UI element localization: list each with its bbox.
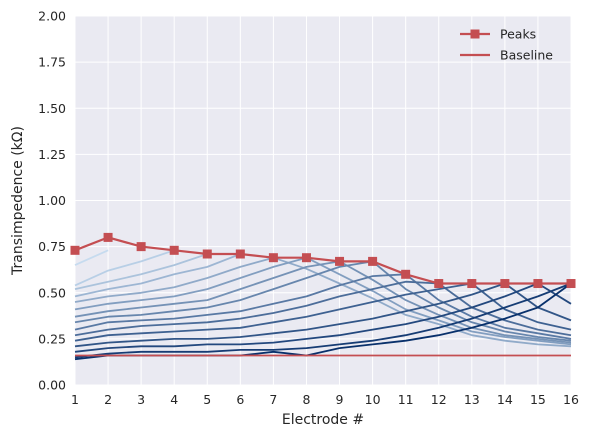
- y-tick-label: 0.25: [38, 331, 66, 346]
- peaks-marker: [136, 242, 146, 252]
- peaks-marker: [434, 279, 444, 289]
- peaks-marker: [103, 232, 113, 242]
- y-tick-label: 1.50: [38, 101, 66, 116]
- x-tick-label: 2: [104, 392, 112, 407]
- peaks-marker: [566, 279, 576, 289]
- family-series-line: [74, 282, 572, 359]
- x-tick-label: 8: [302, 392, 310, 407]
- family-series-line: [74, 256, 572, 348]
- x-tick-label: 7: [269, 392, 277, 407]
- family-series-line: [74, 249, 109, 266]
- peaks-marker: [235, 249, 245, 259]
- peaks-marker: [533, 279, 543, 289]
- x-tick-label: 1: [71, 392, 79, 407]
- legend-baseline-label: Baseline: [500, 48, 553, 63]
- x-tick-label: 4: [170, 392, 178, 407]
- family-series-line: [74, 256, 572, 346]
- y-axis-label: Transimpedence (kΩ): [10, 126, 26, 276]
- peaks-marker: [268, 253, 278, 263]
- x-tick-label: 12: [431, 392, 447, 407]
- x-tick-label: 5: [203, 392, 211, 407]
- x-tick-labels: 1 2 3 4 5 6 7 8 9 10 11 12 13 14 15 16: [71, 392, 579, 407]
- x-tick-label: 13: [464, 392, 480, 407]
- peaks-line: [74, 236, 571, 285]
- legend-peaks-label: Peaks: [500, 27, 536, 42]
- peaks-marker: [202, 249, 212, 259]
- x-tick-label: 3: [137, 392, 145, 407]
- series-family: [74, 249, 572, 361]
- x-tick-label: 15: [530, 392, 546, 407]
- x-tick-label: 10: [365, 392, 381, 407]
- x-tick-label: 16: [563, 392, 579, 407]
- family-series-line: [74, 260, 572, 342]
- y-tick-label: 1.00: [38, 193, 66, 208]
- legend: Peaks Baseline: [460, 27, 553, 63]
- x-tick-label: 11: [398, 392, 414, 407]
- legend-peaks-marker: [470, 29, 480, 39]
- family-series-line: [74, 260, 572, 344]
- family-series-line: [74, 282, 572, 353]
- peaks-series: [70, 232, 576, 289]
- peaks-marker: [500, 279, 510, 289]
- peaks-marker: [467, 279, 477, 289]
- x-axis-label: Electrode #: [282, 412, 364, 428]
- x-tick-label: 6: [236, 392, 244, 407]
- family-series-line: [74, 253, 208, 290]
- peaks-marker: [70, 245, 80, 255]
- y-tick-label: 2.00: [38, 9, 66, 24]
- y-tick-label: 0.50: [38, 285, 66, 300]
- y-tick-label: 0.00: [38, 378, 66, 393]
- y-tick-labels: 0.00 0.25 0.50 0.75 1.00 1.25 1.50 1.75 2.00: [38, 9, 66, 393]
- family-series-line: [74, 282, 572, 342]
- y-tick-label: 1.25: [38, 147, 66, 162]
- peaks-marker: [401, 269, 411, 279]
- family-series-line: [74, 253, 241, 298]
- y-tick-label: 1.75: [38, 55, 66, 70]
- family-series-line: [74, 249, 175, 287]
- x-tick-label: 14: [497, 392, 513, 407]
- family-series-line: [74, 273, 572, 340]
- y-tick-label: 0.75: [38, 239, 66, 254]
- x-tick-label: 9: [336, 392, 344, 407]
- peaks-marker: [169, 245, 179, 255]
- peaks-marker: [301, 253, 311, 263]
- family-series-line: [74, 282, 572, 348]
- peaks-marker: [335, 256, 345, 266]
- peaks-marker: [368, 256, 378, 266]
